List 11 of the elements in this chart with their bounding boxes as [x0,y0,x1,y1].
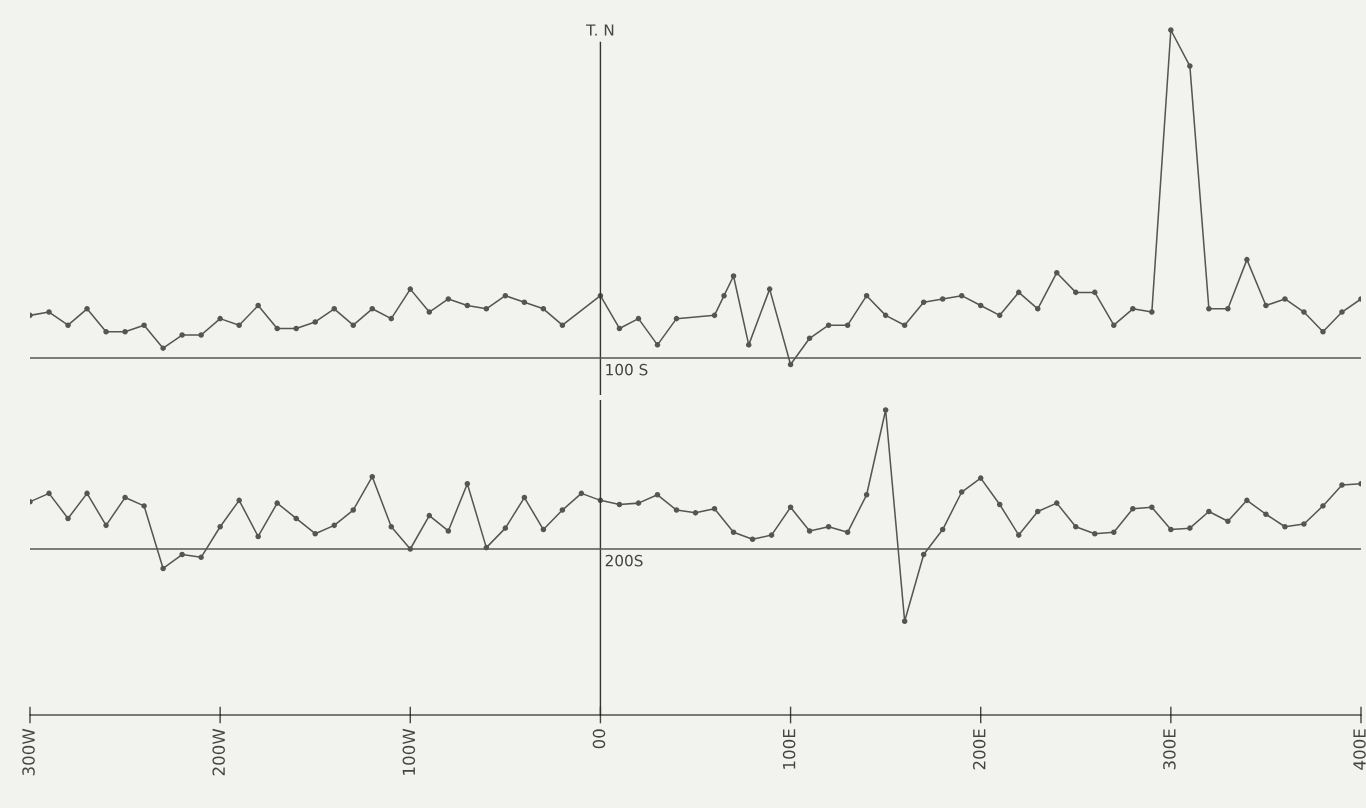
x-tick-label: 200E [972,729,986,770]
x-tick-label: 100W [402,728,416,775]
ref-line-label: 200S [605,554,643,567]
x-tick-label: 300W [22,728,35,776]
x-tick-label: 100E [782,729,796,769]
x-tick-label: 00 [592,729,606,749]
x-tick-label: 400E [1353,729,1366,770]
x-tick-label: 300E [1163,729,1176,770]
ref-line-label: T. N [586,24,614,36]
ref-line-label: 100 S [606,363,648,376]
x-tick-label: 200W [212,728,225,776]
